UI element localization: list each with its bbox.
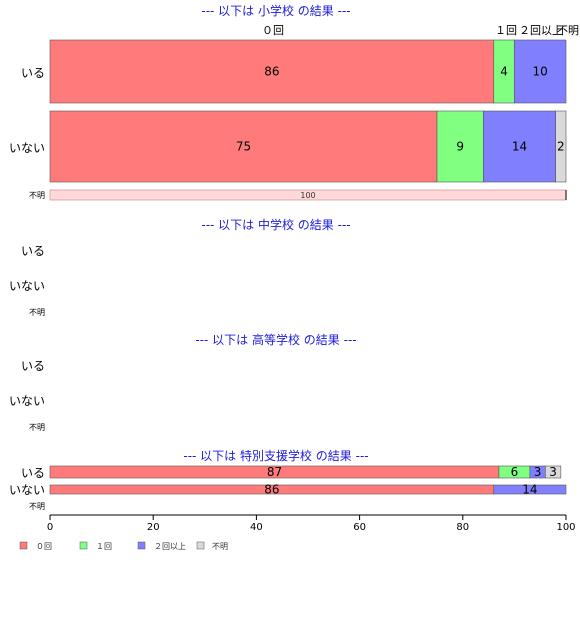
row-label-elem-iru: いる	[21, 66, 45, 80]
category-label-2: ２回以上	[519, 24, 563, 37]
bar-s3-r0-seg3	[545, 465, 562, 479]
bar-label-s0-r0-seg1: 4	[500, 65, 508, 79]
bar-label-s0-r1-seg0: 75	[236, 140, 251, 154]
legend-swatch-0	[19, 541, 28, 550]
bar-fumei-label-s0: 100	[300, 191, 315, 200]
section-title-junior-high: --- 以下は 中学校 の結果 ---	[201, 217, 350, 232]
bar-s0-r1-seg1	[436, 110, 484, 183]
row-label-ss-inai: いない	[9, 483, 45, 497]
bar-s3-r1-seg2	[493, 484, 567, 495]
x-tick-label-5: 100	[556, 522, 575, 533]
legend-swatch-1	[79, 541, 88, 550]
category-label-1: １回	[495, 24, 517, 37]
bar-s0-r1-seg0	[49, 110, 438, 183]
legend-label-0: ０回	[36, 542, 52, 551]
bar-label-s3-r0-seg1: 6	[511, 465, 519, 479]
bar-label-s3-r1-seg2: 14	[522, 483, 537, 497]
bar-label-s0-r1-seg2: 14	[512, 140, 527, 154]
bar-label-s3-r1-seg0: 86	[264, 483, 279, 497]
x-tick-label-0: 0	[47, 522, 53, 533]
row-label-ss-iru: いる	[21, 466, 45, 480]
x-tick-label-1: 20	[147, 522, 160, 533]
x-axis: 0 20 40 60 80 100	[47, 514, 576, 533]
bar-label-s0-r1-seg1: 9	[456, 140, 464, 154]
row-label-jh-inai: いない	[9, 279, 45, 293]
bar-label-s0-r1-seg3: 2	[557, 140, 565, 154]
bar-label-s3-r0-seg0: 87	[267, 465, 282, 479]
row-label-hs-fumei: 不明	[29, 423, 45, 432]
legend-label-1: １回	[96, 542, 112, 551]
section-title-high-school: --- 以下は 高等学校 の結果 ---	[195, 332, 356, 347]
x-tick-label-4: 80	[456, 522, 469, 533]
row-label-jh-iru: いる	[21, 244, 45, 258]
legend-label-2: ２回以上	[154, 542, 186, 551]
row-label-ss-fumei: 不明	[29, 502, 45, 511]
category-label-3: 不明	[557, 24, 579, 37]
bar-label-s0-r0-seg0: 86	[264, 65, 279, 79]
row-label-elem-fumei: 不明	[29, 191, 45, 200]
row-label-jh-fumei: 不明	[29, 308, 45, 317]
bars-group: 86 4 10 75 9 14 2 100 87 6 3 3 86 14	[49, 39, 567, 497]
x-tick-label-2: 40	[250, 522, 263, 533]
bar-s0-r0-seg2	[514, 39, 567, 104]
row-label-hs-iru: いる	[21, 359, 45, 373]
bar-label-s3-r0-seg3: 3	[549, 465, 557, 479]
bar-s0-r1-seg2	[483, 110, 556, 183]
bar-label-s0-r0-seg2: 10	[533, 65, 548, 79]
bar-label-s3-r0-seg2: 3	[534, 465, 542, 479]
section-title-elementary: --- 以下は 小学校 の結果 ---	[201, 3, 350, 18]
bar-s0-r1-seg3	[555, 110, 567, 183]
legend-swatch-3	[196, 541, 205, 550]
legend-swatch-2	[137, 541, 146, 550]
row-label-elem-inai: いない	[9, 141, 45, 155]
legend: ０回 １回 ２回以上 不明	[19, 541, 228, 551]
x-tick-label-3: 60	[353, 522, 366, 533]
section-title-special-support: --- 以下は 特別支援学校 の結果 ---	[183, 448, 368, 463]
category-label-0: ０回	[262, 24, 284, 37]
legend-label-3: 不明	[212, 542, 228, 551]
row-label-hs-inai: いない	[9, 394, 45, 408]
